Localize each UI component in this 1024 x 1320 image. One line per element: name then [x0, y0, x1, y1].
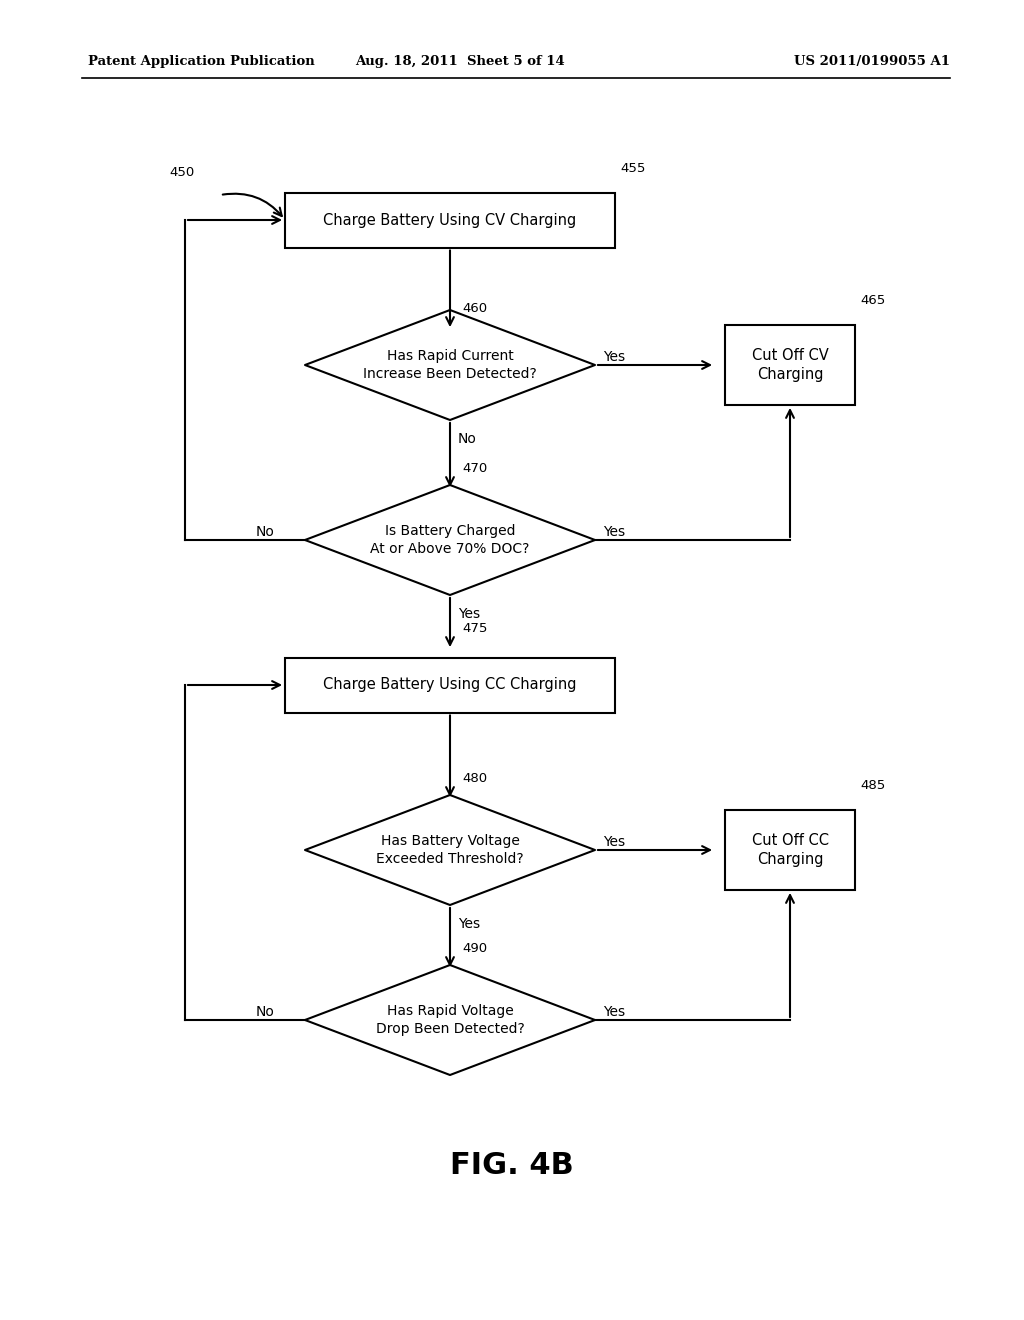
Text: Has Rapid Voltage
Drop Been Detected?: Has Rapid Voltage Drop Been Detected? [376, 1003, 524, 1036]
Text: Yes: Yes [603, 350, 625, 364]
Text: No: No [256, 1005, 274, 1019]
Text: Patent Application Publication: Patent Application Publication [88, 55, 314, 69]
Text: Is Battery Charged
At or Above 70% DOC?: Is Battery Charged At or Above 70% DOC? [371, 524, 529, 556]
Text: Charge Battery Using CC Charging: Charge Battery Using CC Charging [324, 677, 577, 693]
Text: Yes: Yes [603, 525, 625, 539]
Text: FIG. 4B: FIG. 4B [451, 1151, 573, 1180]
Text: 465: 465 [860, 294, 886, 308]
Text: Cut Off CV
Charging: Cut Off CV Charging [752, 347, 828, 383]
Text: 460: 460 [462, 302, 487, 315]
FancyBboxPatch shape [725, 810, 855, 890]
Text: 485: 485 [860, 779, 886, 792]
Text: Yes: Yes [458, 607, 480, 620]
Text: 450: 450 [170, 165, 195, 178]
Text: Yes: Yes [603, 836, 625, 849]
FancyBboxPatch shape [285, 193, 615, 248]
Text: 490: 490 [462, 942, 487, 954]
Text: US 2011/0199055 A1: US 2011/0199055 A1 [794, 55, 950, 69]
Text: Cut Off CC
Charging: Cut Off CC Charging [752, 833, 828, 867]
Text: Yes: Yes [603, 1005, 625, 1019]
Text: No: No [458, 432, 477, 446]
FancyBboxPatch shape [725, 325, 855, 405]
Text: 470: 470 [462, 462, 487, 475]
FancyBboxPatch shape [285, 657, 615, 713]
Text: No: No [256, 525, 274, 539]
Text: Has Rapid Current
Increase Been Detected?: Has Rapid Current Increase Been Detected… [364, 348, 537, 381]
Text: 480: 480 [462, 772, 487, 785]
Text: Yes: Yes [458, 917, 480, 931]
Text: Aug. 18, 2011  Sheet 5 of 14: Aug. 18, 2011 Sheet 5 of 14 [355, 55, 565, 69]
Text: Charge Battery Using CV Charging: Charge Battery Using CV Charging [324, 213, 577, 227]
Text: 475: 475 [462, 622, 487, 635]
Text: Has Battery Voltage
Exceeded Threshold?: Has Battery Voltage Exceeded Threshold? [376, 834, 524, 866]
Text: 455: 455 [620, 161, 645, 174]
